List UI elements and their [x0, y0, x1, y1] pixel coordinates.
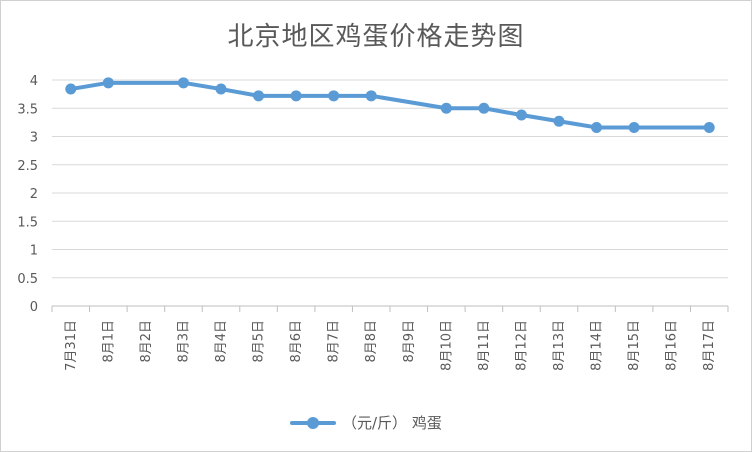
x-tick-label: 8月8日 [364, 320, 379, 363]
y-tick-label: 3 [30, 131, 38, 146]
data-point [628, 121, 640, 133]
x-axis: 7月31日 8月1日 8月2日 8月3日 8月4日 8月5日 8月6日 8月7日 8月8日 8月9… [51, 306, 729, 371]
y-tick-label: 3.5 [17, 102, 38, 117]
data-point [253, 90, 265, 102]
y-tick-label: 4 [30, 74, 38, 89]
legend-label: （元/斤） 鸡蛋 [342, 414, 442, 432]
x-tick-label: 8月6日 [289, 320, 304, 363]
x-tick-label: 8月11日 [477, 320, 492, 371]
x-tick-label: 8月17日 [702, 320, 717, 371]
data-point [553, 115, 565, 127]
gridlines [52, 79, 728, 307]
chart-title: 北京地区鸡蛋价格走势图 [227, 22, 525, 52]
data-point [703, 121, 715, 133]
legend: （元/斤） 鸡蛋 [290, 412, 442, 433]
y-tick-label: 0.5 [17, 272, 38, 287]
data-point [177, 77, 189, 89]
x-tick-label: 8月14日 [590, 320, 605, 371]
x-tick-label: 8月10日 [439, 320, 454, 371]
y-tick-label: 2 [30, 187, 38, 202]
series-layer [65, 77, 715, 133]
x-tick-label: 8月4日 [214, 320, 229, 363]
data-point [102, 77, 114, 89]
data-point [365, 90, 377, 102]
x-tick-label: 8月16日 [665, 320, 680, 371]
x-tick-label: 8月5日 [252, 320, 267, 363]
x-tick-label: 8月12日 [514, 320, 529, 371]
x-tick-label: 7月31日 [64, 320, 79, 371]
y-tick-label: 1 [30, 244, 38, 259]
y-tick-label: 1.5 [17, 215, 38, 230]
data-point [515, 109, 527, 121]
x-tick-label: 8月15日 [627, 320, 642, 371]
x-tick-label: 8月3日 [176, 320, 191, 363]
legend-swatch [290, 416, 336, 429]
x-tick-label: 8月7日 [327, 320, 342, 363]
y-tick-label: 2.5 [17, 159, 38, 174]
data-point [215, 83, 227, 95]
data-point [328, 90, 340, 102]
x-tick-label: 8月13日 [552, 320, 567, 371]
x-tick-label: 8月9日 [402, 320, 417, 363]
y-tick-label: 0 [30, 300, 38, 315]
data-point [478, 102, 490, 114]
x-tick-label: 8月2日 [139, 320, 154, 363]
data-point [65, 83, 77, 95]
data-point [591, 121, 603, 133]
series-line [68, 80, 712, 130]
data-point [290, 90, 302, 102]
data-point [440, 102, 452, 114]
y-axis-ticks: 0 0.5 1 1.5 2 2.5 3 3.5 4 [17, 74, 38, 315]
x-tick-label: 8月1日 [101, 320, 116, 363]
